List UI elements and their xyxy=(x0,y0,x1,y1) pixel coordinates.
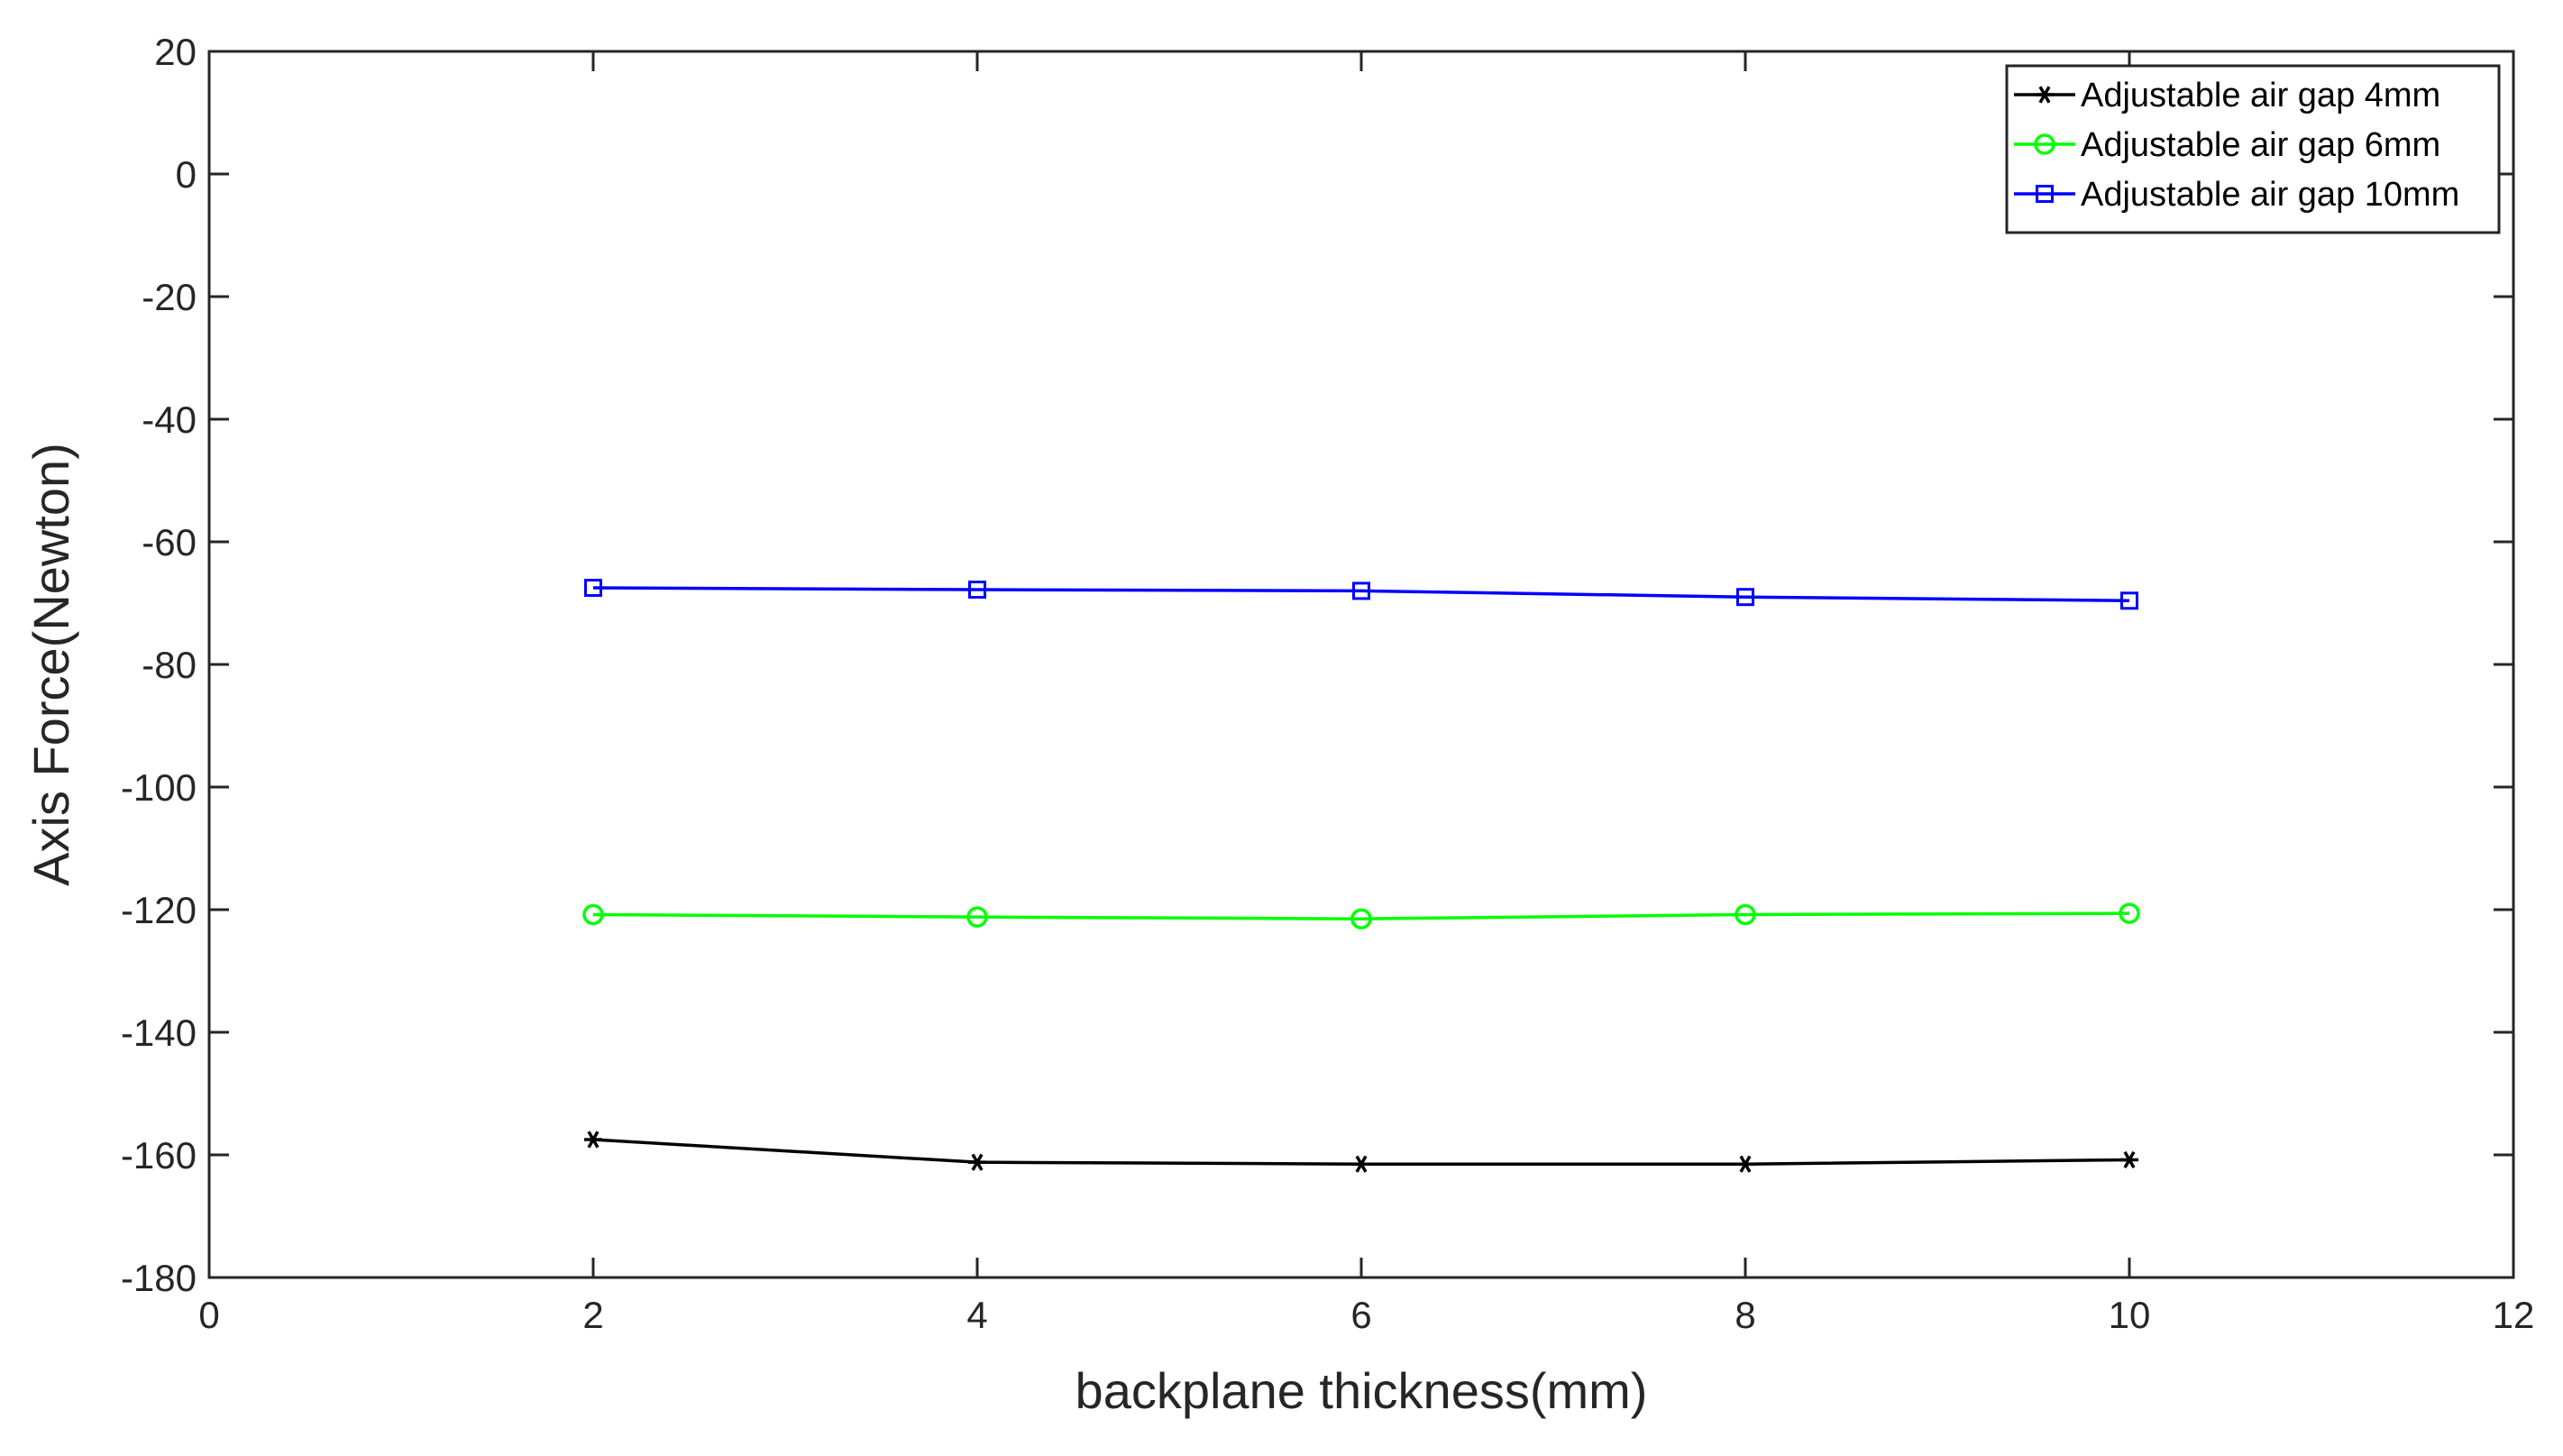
legend-entry: Adjustable air gap 6mm xyxy=(2014,126,2440,164)
legend-marker xyxy=(2036,185,2054,203)
series-1 xyxy=(584,1131,2138,1173)
legend-label: Adjustable air gap 6mm xyxy=(2081,126,2440,164)
data-point xyxy=(1736,1155,1754,1173)
data-point xyxy=(2120,1150,2138,1169)
data-point xyxy=(966,906,988,928)
tick-labels-layer: 0 2 4 6 8 10 12 20 0 -20 -40 -60 -80 -100 -120 -140 -160… xyxy=(121,31,2534,1336)
x-tick-label: 12 xyxy=(2493,1294,2535,1336)
y-tick-label: -40 xyxy=(142,398,197,441)
y-tick-label: -140 xyxy=(121,1012,197,1054)
marker-stroke xyxy=(1739,1155,1752,1173)
y-tick-label: -180 xyxy=(121,1257,197,1299)
y-tick-label: -120 xyxy=(121,889,197,931)
marker-stroke xyxy=(587,1131,600,1149)
ticks-layer xyxy=(207,50,2515,1279)
marker-stroke xyxy=(971,1153,984,1171)
data-point xyxy=(1350,908,1372,929)
x-tick-label: 8 xyxy=(1735,1294,1755,1336)
y-tick-label: -160 xyxy=(121,1134,197,1177)
marker-stroke xyxy=(2038,86,2051,104)
y-tick-label: -100 xyxy=(121,766,197,809)
y-tick-label: 20 xyxy=(154,31,197,73)
marker-stroke xyxy=(1355,1155,1368,1173)
legend-label: Adjustable air gap 10mm xyxy=(2081,176,2459,214)
series-2 xyxy=(582,902,2140,929)
legend-entry: Adjustable air gap 10mm xyxy=(2014,176,2459,214)
data-point xyxy=(584,579,602,597)
x-axis-title: backplane thickness(mm) xyxy=(1076,1362,1648,1419)
x-tick-label: 10 xyxy=(2109,1294,2151,1336)
legend-label: Adjustable air gap 4mm xyxy=(2081,77,2440,114)
y-tick-label: -20 xyxy=(142,276,197,318)
data-point xyxy=(1352,581,1370,600)
data-point xyxy=(1735,903,1756,926)
series-layer xyxy=(582,579,2140,1173)
data-point xyxy=(1352,1155,1370,1173)
x-tick-label: 0 xyxy=(198,1294,219,1336)
series-line xyxy=(592,1138,2130,1166)
legend: Adjustable air gap 4mm Adjustable air gap… xyxy=(2005,64,2501,234)
legend-marker xyxy=(2036,86,2054,104)
data-point xyxy=(584,1131,602,1149)
data-point xyxy=(968,1153,986,1171)
data-point xyxy=(582,903,604,926)
y-tick-label: -80 xyxy=(142,644,197,686)
legend-entry: Adjustable air gap 4mm xyxy=(2014,77,2440,114)
series-3 xyxy=(584,579,2138,610)
data-point xyxy=(2120,591,2138,610)
data-point xyxy=(968,581,986,600)
legend-box xyxy=(2005,64,2501,234)
y-tick-label: -60 xyxy=(142,521,197,563)
data-point xyxy=(1736,588,1754,607)
x-tick-label: 6 xyxy=(1350,1294,1371,1336)
series-line xyxy=(592,586,2130,603)
x-tick-label: 2 xyxy=(582,1294,603,1336)
data-point xyxy=(2119,902,2140,924)
plot-frame xyxy=(207,50,2515,1279)
x-tick-label: 4 xyxy=(966,1294,987,1336)
series-line xyxy=(592,911,2130,920)
marker-stroke xyxy=(2123,1150,2136,1169)
legend-marker xyxy=(2034,133,2055,155)
y-axis-title: Axis Force(Newton) xyxy=(23,443,79,886)
y-tick-label: 0 xyxy=(176,153,197,196)
